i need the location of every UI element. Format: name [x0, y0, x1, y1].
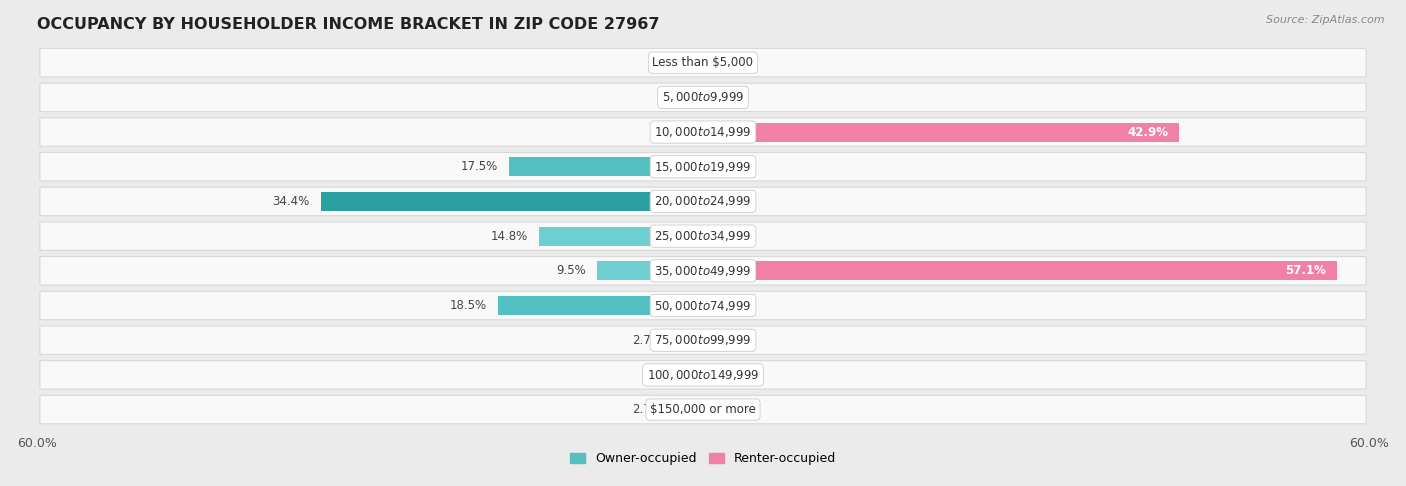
Text: $15,000 to $19,999: $15,000 to $19,999	[654, 160, 752, 174]
Text: $50,000 to $74,999: $50,000 to $74,999	[654, 298, 752, 312]
FancyBboxPatch shape	[39, 49, 1367, 77]
Text: 2.7%: 2.7%	[633, 334, 662, 347]
Text: 57.1%: 57.1%	[1285, 264, 1326, 278]
Text: 42.9%: 42.9%	[1128, 125, 1168, 139]
Bar	[498, 296, 703, 315]
Text: OCCUPANCY BY HOUSEHOLDER INCOME BRACKET IN ZIP CODE 27967: OCCUPANCY BY HOUSEHOLDER INCOME BRACKET …	[37, 17, 659, 32]
Text: 2.7%: 2.7%	[633, 403, 662, 416]
Text: $5,000 to $9,999: $5,000 to $9,999	[662, 90, 744, 104]
Text: 0.0%: 0.0%	[662, 91, 692, 104]
FancyBboxPatch shape	[39, 222, 1367, 250]
Text: 0.0%: 0.0%	[714, 299, 744, 312]
Text: $10,000 to $14,999: $10,000 to $14,999	[654, 125, 752, 139]
Bar	[673, 400, 703, 419]
Text: 0.0%: 0.0%	[714, 334, 744, 347]
Legend: Owner-occupied, Renter-occupied: Owner-occupied, Renter-occupied	[565, 447, 841, 470]
Text: 0.0%: 0.0%	[714, 368, 744, 382]
Text: 0.0%: 0.0%	[662, 368, 692, 382]
Text: $100,000 to $149,999: $100,000 to $149,999	[647, 368, 759, 382]
FancyBboxPatch shape	[39, 257, 1367, 285]
Text: 0.0%: 0.0%	[714, 403, 744, 416]
Bar	[673, 330, 703, 350]
Text: 0.0%: 0.0%	[662, 125, 692, 139]
FancyBboxPatch shape	[39, 153, 1367, 181]
Bar	[321, 192, 703, 211]
FancyBboxPatch shape	[39, 361, 1367, 389]
Text: $35,000 to $49,999: $35,000 to $49,999	[654, 264, 752, 278]
Text: $20,000 to $24,999: $20,000 to $24,999	[654, 194, 752, 208]
Text: $150,000 or more: $150,000 or more	[650, 403, 756, 416]
Text: Less than $5,000: Less than $5,000	[652, 56, 754, 69]
Text: Source: ZipAtlas.com: Source: ZipAtlas.com	[1267, 15, 1385, 25]
Text: 9.5%: 9.5%	[557, 264, 586, 278]
Text: 0.0%: 0.0%	[714, 56, 744, 69]
Text: $25,000 to $34,999: $25,000 to $34,999	[654, 229, 752, 243]
Text: 34.4%: 34.4%	[273, 195, 309, 208]
Text: 0.0%: 0.0%	[714, 91, 744, 104]
Bar	[703, 122, 1180, 141]
Bar	[538, 226, 703, 246]
Text: 0.0%: 0.0%	[714, 160, 744, 173]
FancyBboxPatch shape	[39, 118, 1367, 146]
FancyBboxPatch shape	[39, 187, 1367, 216]
FancyBboxPatch shape	[39, 396, 1367, 424]
Bar	[509, 157, 703, 176]
Text: 17.5%: 17.5%	[460, 160, 498, 173]
FancyBboxPatch shape	[39, 291, 1367, 320]
Text: 14.8%: 14.8%	[491, 229, 527, 243]
FancyBboxPatch shape	[39, 83, 1367, 112]
Text: 0.0%: 0.0%	[714, 195, 744, 208]
Text: 0.0%: 0.0%	[662, 56, 692, 69]
Text: 18.5%: 18.5%	[450, 299, 486, 312]
Bar	[703, 261, 1337, 280]
FancyBboxPatch shape	[39, 326, 1367, 354]
Bar	[598, 261, 703, 280]
Text: $75,000 to $99,999: $75,000 to $99,999	[654, 333, 752, 347]
Text: 0.0%: 0.0%	[714, 229, 744, 243]
